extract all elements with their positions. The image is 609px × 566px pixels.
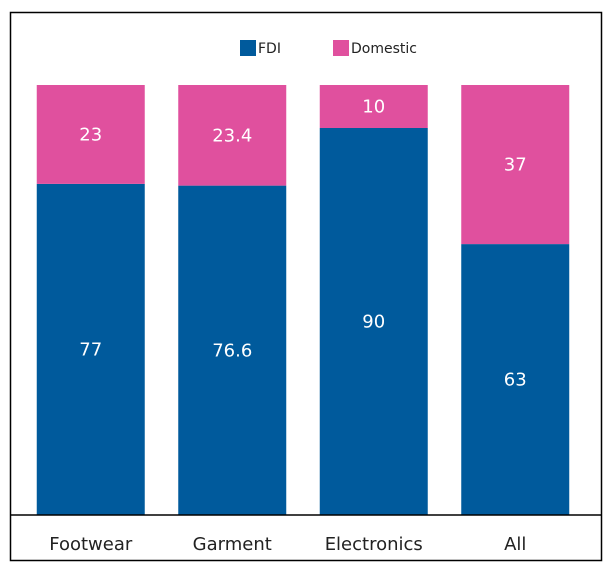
data-label: 23 bbox=[79, 124, 102, 145]
bar-segment bbox=[319, 85, 428, 128]
x-tick-label: Footwear bbox=[49, 534, 133, 555]
bar-segment bbox=[178, 85, 287, 186]
bar-segment bbox=[461, 244, 570, 515]
data-label: 37 bbox=[504, 155, 527, 176]
data-label: 90 bbox=[362, 312, 385, 333]
bar-segment bbox=[36, 85, 145, 184]
legend-label: FDI bbox=[258, 41, 281, 57]
data-label: 77 bbox=[79, 339, 102, 360]
bar-segment bbox=[461, 85, 570, 245]
data-label: 76.6 bbox=[212, 340, 252, 361]
legend-label: Domestic bbox=[351, 41, 417, 57]
x-tick-label: Garment bbox=[193, 534, 272, 555]
x-tick-label: Electronics bbox=[325, 534, 423, 555]
data-label: 63 bbox=[504, 370, 527, 391]
data-label: 10 bbox=[362, 97, 385, 118]
data-label: 23.4 bbox=[212, 125, 252, 146]
legend-swatch bbox=[333, 40, 349, 56]
bar-segment bbox=[36, 183, 145, 515]
x-tick-label: All bbox=[504, 534, 526, 555]
bar-segment bbox=[178, 185, 287, 515]
legend-swatch bbox=[240, 40, 256, 56]
bar-segment bbox=[319, 128, 428, 515]
